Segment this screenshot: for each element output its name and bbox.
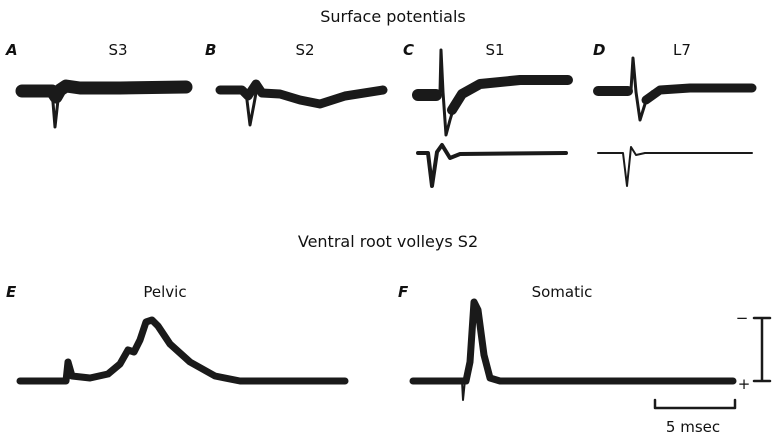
time-scale-label: 5 msec: [666, 418, 720, 436]
time-scale-bar: [653, 398, 737, 410]
panel-label: S2: [295, 41, 314, 59]
panel-label: S3: [108, 41, 127, 59]
panel-letter: B: [205, 41, 216, 59]
trace: [597, 146, 753, 187]
panel-label: S1: [485, 41, 504, 59]
trace: [15, 79, 193, 104]
panel-label: L7: [673, 41, 691, 59]
trace: [215, 79, 388, 109]
figure-title: Surface potentials: [320, 7, 466, 26]
panel-label: Somatic: [532, 283, 593, 301]
trace: [447, 75, 573, 115]
polarity-label: −: [736, 309, 749, 327]
panel-letter: A: [5, 41, 18, 59]
section-title: Ventral root volleys S2: [298, 232, 478, 251]
trace: [409, 298, 737, 385]
trace: [16, 316, 349, 385]
panel-letter: D: [593, 41, 605, 59]
trace: [461, 369, 467, 401]
polarity-label: +: [738, 375, 751, 393]
trace-spike: [50, 84, 64, 129]
trace-spike: [244, 80, 266, 127]
trace-spike: [629, 56, 654, 122]
panel-label: Pelvic: [143, 283, 186, 301]
voltage-scale-bar: [752, 316, 772, 383]
panel-letter: F: [398, 283, 409, 301]
panel-letter: E: [6, 283, 17, 301]
panel-letter: C: [403, 41, 414, 59]
trace: [416, 143, 568, 188]
trace: [641, 83, 757, 105]
